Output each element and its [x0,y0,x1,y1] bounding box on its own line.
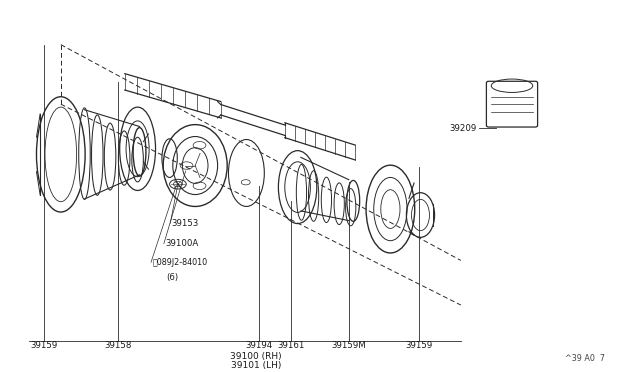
Text: 39161: 39161 [278,341,305,350]
Text: ^39 A0  7: ^39 A0 7 [564,355,605,363]
Text: 39100A: 39100A [165,239,198,248]
Text: 39159: 39159 [406,341,433,350]
Text: (6): (6) [167,273,179,282]
Text: 39194: 39194 [246,341,273,350]
Text: 39101 (LH): 39101 (LH) [231,361,281,370]
Text: 39153: 39153 [172,219,199,228]
Text: 39209: 39209 [449,124,477,133]
Text: 39158: 39158 [105,341,132,350]
Text: Ⓝ089J2-84010: Ⓝ089J2-84010 [152,258,207,267]
Text: 39159: 39159 [30,341,57,350]
Text: 39159M: 39159M [332,341,366,350]
Text: 39100 (RH): 39100 (RH) [230,352,282,361]
